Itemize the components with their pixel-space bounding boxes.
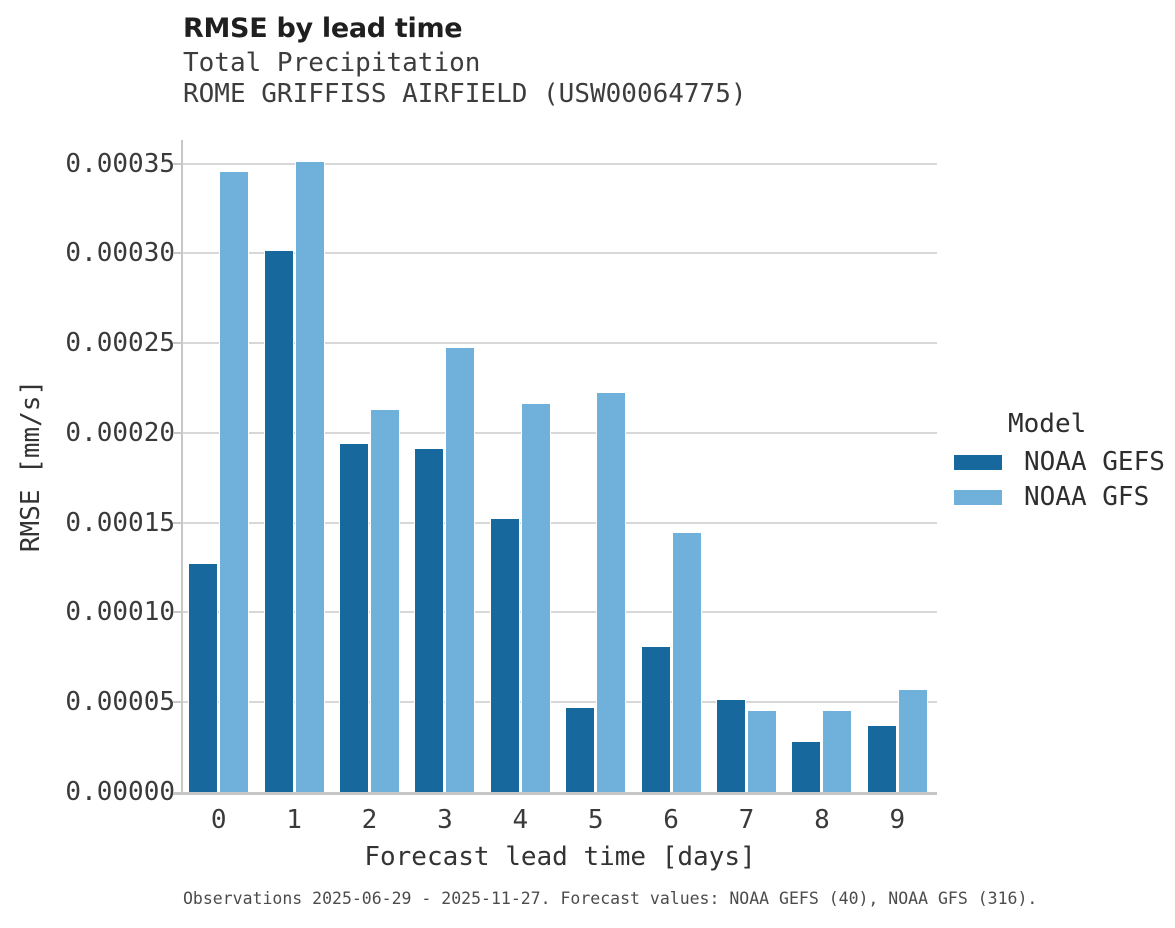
- bar-noaa-gfs-lead-3: [445, 348, 476, 792]
- legend-title: Model: [1008, 409, 1087, 439]
- x-tick-label-5: 5: [587, 805, 604, 835]
- bar-noaa-gefs-lead-0: [188, 564, 219, 792]
- bar-noaa-gfs-lead-2: [370, 410, 400, 792]
- bar-noaa-gfs-lead-8: [822, 711, 853, 792]
- x-axis-baseline: [173, 792, 937, 795]
- y-tick-label-0.00020: 0.00020: [65, 417, 175, 448]
- y-axis-tick-0.00035: [173, 162, 183, 165]
- bar-noaa-gefs-lead-7: [716, 700, 746, 792]
- bar-noaa-gefs-lead-5: [565, 708, 596, 792]
- bar-noaa-gefs-lead-1: [263, 251, 294, 792]
- x-axis-tick-labels: 0 1 2 3 4 5 6 7 8 9: [183, 805, 937, 837]
- chart-title: RMSE by lead time: [183, 13, 463, 44]
- x-tick-label-9: 9: [889, 805, 906, 835]
- bar-noaa-gefs-lead-3: [414, 449, 445, 792]
- y-axis-tick-0.00005: [173, 701, 183, 704]
- y-axis-tick-0.00025: [173, 342, 183, 345]
- x-tick-label-7: 7: [738, 805, 755, 835]
- y-tick-label-0.00035: 0.00035: [65, 148, 175, 179]
- gridline-0.00010: [183, 611, 937, 614]
- bar-noaa-gefs-lead-6: [640, 647, 671, 792]
- bar-noaa-gfs-lead-0: [219, 172, 250, 792]
- x-tick-label-8: 8: [814, 805, 830, 835]
- y-axis-tick-0.00015: [173, 521, 183, 524]
- legend-item-noaa-gefs: NOAA GEFS: [954, 449, 1165, 475]
- gridline-0.00035: [183, 162, 937, 165]
- gridline-0.00020: [183, 431, 937, 434]
- y-axis-tick-0.00030: [173, 252, 183, 255]
- bar-noaa-gfs-lead-4: [520, 404, 551, 792]
- bar-noaa-gefs-lead-8: [791, 742, 822, 792]
- legend: Model NOAA GEFS NOAA GFS: [954, 408, 1165, 510]
- bar-noaa-gfs-lead-5: [596, 393, 627, 792]
- bar-noaa-gfs-lead-7: [747, 711, 777, 792]
- legend-swatch-noaa-gfs: [954, 489, 1002, 505]
- y-tick-label-0.00015: 0.00015: [65, 507, 175, 538]
- plot-area: [173, 140, 937, 795]
- gridline-0.00005: [183, 701, 937, 704]
- y-axis-spine: [181, 140, 183, 795]
- gridline-0.00030: [183, 252, 937, 255]
- y-tick-label-0.00000: 0.00000: [65, 777, 175, 807]
- x-tick-label-3: 3: [437, 805, 453, 835]
- caption: Observations 2025-06-29 - 2025-11-27. Fo…: [183, 889, 1038, 908]
- chart-subtitle-variable: Total Precipitation: [183, 48, 481, 78]
- bar-noaa-gfs-lead-9: [897, 690, 928, 792]
- bar-noaa-gefs-lead-4: [489, 519, 520, 792]
- gridline-0.00025: [183, 342, 937, 345]
- y-tick-label-0.00025: 0.00025: [65, 328, 175, 359]
- bar-noaa-gfs-lead-6: [671, 533, 702, 792]
- gridline-0.00015: [183, 521, 937, 524]
- bar-noaa-gfs-lead-1: [294, 162, 325, 792]
- bar-noaa-gefs-lead-9: [866, 726, 897, 792]
- legend-swatch-noaa-gefs: [954, 454, 1002, 470]
- x-tick-label-4: 4: [512, 805, 529, 835]
- legend-item-noaa-gfs: NOAA GFS: [954, 484, 1165, 510]
- y-tick-label-0.00010: 0.00010: [65, 597, 175, 628]
- chart-subtitle-station: ROME GRIFFISS AIRFIELD (USW00064775): [183, 79, 747, 109]
- legend-label-noaa-gfs: NOAA GFS: [1024, 482, 1150, 512]
- y-tick-label-0.00030: 0.00030: [65, 238, 175, 269]
- x-tick-label-6: 6: [663, 805, 679, 835]
- y-axis-tick-0.00010: [173, 611, 183, 614]
- y-tick-label-0.00005: 0.00005: [65, 687, 175, 718]
- x-axis-title: Forecast lead time [days]: [364, 842, 756, 872]
- y-axis-tick-0.00020: [173, 431, 183, 434]
- legend-label-noaa-gefs: NOAA GEFS: [1024, 447, 1165, 477]
- x-tick-label-1: 1: [286, 805, 302, 835]
- x-tick-label-0: 0: [210, 805, 227, 835]
- x-tick-label-2: 2: [361, 805, 378, 835]
- bar-noaa-gefs-lead-2: [339, 444, 369, 792]
